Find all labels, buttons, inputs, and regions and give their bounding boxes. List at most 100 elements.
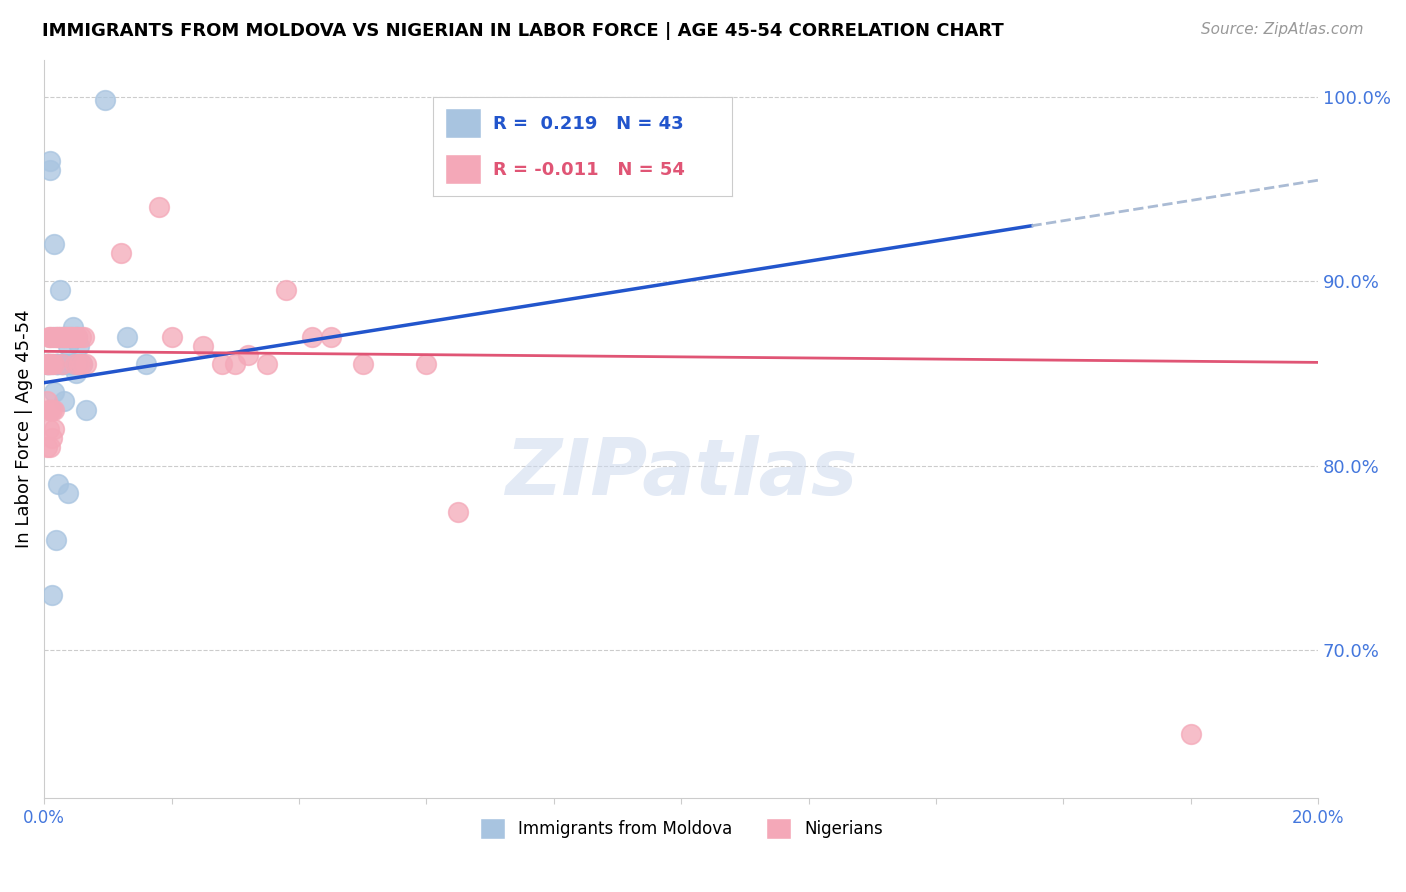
Point bbox=[45, 357, 67, 371]
Text: IMMIGRANTS FROM MOLDOVA VS NIGERIAN IN LABOR FORCE | AGE 45-54 CORRELATION CHART: IMMIGRANTS FROM MOLDOVA VS NIGERIAN IN L… bbox=[42, 22, 1004, 40]
Point bbox=[75, 357, 97, 371]
Point bbox=[41, 403, 63, 417]
Point bbox=[49, 357, 72, 371]
Point bbox=[66, 329, 89, 343]
Point bbox=[62, 320, 84, 334]
Point bbox=[39, 440, 62, 454]
Point bbox=[51, 357, 73, 371]
Point bbox=[46, 477, 69, 491]
Point bbox=[115, 329, 138, 343]
Point bbox=[58, 357, 80, 371]
Point bbox=[72, 329, 94, 343]
Point bbox=[65, 367, 87, 381]
Point bbox=[59, 357, 82, 371]
Point bbox=[41, 357, 63, 371]
Point bbox=[352, 357, 374, 371]
Point bbox=[45, 357, 67, 371]
Point bbox=[38, 422, 60, 436]
Point bbox=[301, 329, 323, 343]
Point bbox=[49, 329, 72, 343]
Point bbox=[93, 93, 115, 107]
Point bbox=[211, 357, 233, 371]
Text: Source: ZipAtlas.com: Source: ZipAtlas.com bbox=[1201, 22, 1364, 37]
Point bbox=[65, 329, 87, 343]
Point bbox=[58, 329, 80, 343]
Legend: Immigrants from Moldova, Nigerians: Immigrants from Moldova, Nigerians bbox=[472, 812, 889, 846]
Point bbox=[55, 329, 77, 343]
Point bbox=[53, 394, 76, 409]
Point bbox=[49, 284, 72, 298]
Point bbox=[37, 440, 59, 454]
Point bbox=[58, 339, 80, 353]
Point bbox=[70, 329, 93, 343]
Point bbox=[45, 329, 67, 343]
Point bbox=[53, 357, 76, 371]
Point bbox=[41, 431, 63, 445]
Point bbox=[67, 339, 90, 353]
Point bbox=[42, 357, 65, 371]
Point bbox=[46, 329, 69, 343]
Point bbox=[45, 533, 67, 547]
Point bbox=[63, 357, 86, 371]
Point bbox=[45, 357, 67, 371]
Point bbox=[55, 329, 77, 343]
Point bbox=[52, 329, 75, 343]
Point bbox=[37, 357, 59, 371]
Point bbox=[160, 329, 183, 343]
Point bbox=[63, 357, 86, 371]
Point bbox=[447, 505, 470, 519]
Point bbox=[58, 329, 80, 343]
Point bbox=[58, 486, 80, 500]
Point bbox=[46, 357, 69, 371]
Point bbox=[41, 357, 63, 371]
Point bbox=[37, 394, 59, 409]
Point bbox=[135, 357, 157, 371]
Point bbox=[276, 284, 298, 298]
Point bbox=[39, 329, 62, 343]
Point bbox=[52, 329, 75, 343]
Point bbox=[38, 357, 60, 371]
Point bbox=[38, 357, 60, 371]
Point bbox=[49, 329, 72, 343]
Point bbox=[45, 357, 67, 371]
Point bbox=[42, 384, 65, 399]
Point bbox=[415, 357, 437, 371]
Point bbox=[62, 329, 84, 343]
Point bbox=[59, 329, 82, 343]
Point bbox=[45, 329, 67, 343]
Point bbox=[319, 329, 342, 343]
Point bbox=[37, 357, 59, 371]
Point bbox=[193, 339, 215, 353]
Point bbox=[55, 357, 77, 371]
Point bbox=[148, 200, 170, 214]
Point bbox=[39, 163, 62, 178]
Y-axis label: In Labor Force | Age 45-54: In Labor Force | Age 45-54 bbox=[15, 310, 32, 549]
Point bbox=[52, 357, 75, 371]
Point bbox=[37, 357, 59, 371]
Point bbox=[236, 348, 259, 362]
Point bbox=[75, 403, 97, 417]
Point bbox=[53, 329, 76, 343]
Point bbox=[72, 357, 94, 371]
Point bbox=[110, 246, 132, 260]
Point bbox=[38, 357, 60, 371]
Point bbox=[67, 357, 90, 371]
Point bbox=[38, 329, 60, 343]
Point bbox=[1180, 726, 1202, 740]
Point bbox=[41, 588, 63, 602]
Point bbox=[66, 329, 89, 343]
Point bbox=[41, 329, 63, 343]
Point bbox=[72, 357, 94, 371]
Point bbox=[39, 357, 62, 371]
Point bbox=[42, 237, 65, 252]
Point bbox=[51, 357, 73, 371]
Point bbox=[51, 357, 73, 371]
Point bbox=[256, 357, 278, 371]
Text: ZIPatlas: ZIPatlas bbox=[505, 435, 858, 511]
Point bbox=[224, 357, 246, 371]
Point bbox=[42, 329, 65, 343]
Point bbox=[39, 154, 62, 169]
Point bbox=[42, 403, 65, 417]
Point bbox=[39, 403, 62, 417]
Point bbox=[42, 422, 65, 436]
